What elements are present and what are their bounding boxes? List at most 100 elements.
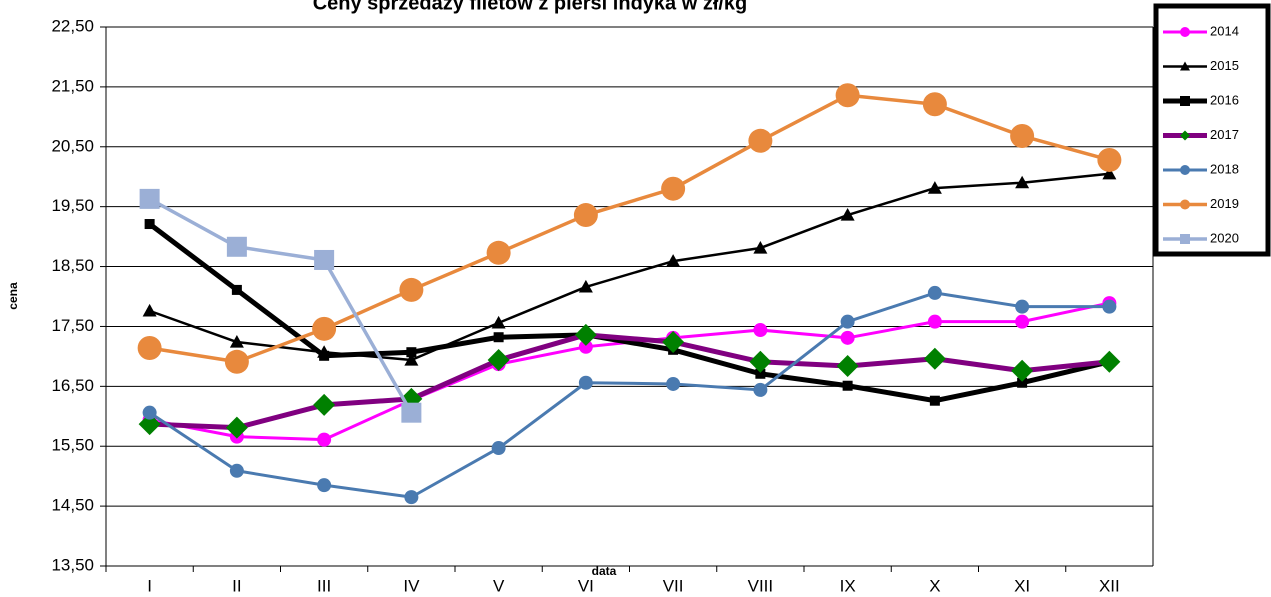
- data-point: [666, 376, 681, 391]
- x-tick-label: VIII: [748, 576, 774, 595]
- data-point: [406, 347, 417, 358]
- data-point: [225, 416, 248, 439]
- legend-marker: [1180, 61, 1190, 71]
- data-point: [314, 249, 335, 270]
- data-point: [923, 347, 946, 370]
- data-point: [1015, 314, 1030, 329]
- y-tick-label: 22,50: [51, 16, 94, 35]
- data-point: [142, 303, 157, 317]
- y-tick-label: 16,50: [51, 376, 94, 395]
- legend-label: 2020: [1210, 230, 1239, 245]
- data-point: [231, 284, 242, 295]
- series-line: [149, 172, 1110, 362]
- legend-marker: [1180, 199, 1190, 210]
- data-point: [142, 405, 157, 420]
- data-point: [399, 277, 424, 302]
- data-point: [138, 413, 161, 436]
- data-point: [578, 339, 593, 354]
- data-point: [573, 203, 598, 228]
- data-point: [922, 92, 947, 117]
- data-point: [578, 375, 593, 390]
- data-point: [1015, 299, 1030, 314]
- series-line: [149, 93, 1110, 364]
- data-point: [317, 432, 332, 447]
- series-line: [148, 291, 1110, 499]
- x-tick-label: VII: [663, 576, 684, 595]
- legend-label: 2018: [1210, 161, 1239, 176]
- data-point: [753, 323, 768, 338]
- data-point: [491, 441, 506, 456]
- data-point: [578, 279, 593, 293]
- legend-marker: [1180, 96, 1190, 106]
- data-point: [835, 83, 860, 108]
- series-line: [148, 222, 1110, 404]
- legend-label: 2014: [1210, 23, 1239, 38]
- data-point: [1011, 359, 1034, 382]
- y-tick-label: 14,50: [51, 496, 94, 515]
- x-tick-label: V: [493, 576, 505, 595]
- data-point: [753, 382, 768, 397]
- data-point: [487, 348, 510, 371]
- y-tick-label: 19,50: [51, 196, 94, 215]
- x-tick-label: IX: [840, 576, 856, 595]
- x-tick-label: XI: [1014, 576, 1030, 595]
- x-tick-label: IV: [403, 576, 420, 595]
- data-point: [749, 350, 772, 373]
- data-point: [229, 335, 244, 348]
- y-tick-label: 20,50: [51, 136, 94, 155]
- legend-box: [1153, 3, 1271, 257]
- series-line: [149, 301, 1110, 442]
- data-point: [574, 323, 597, 346]
- data-point: [486, 240, 511, 265]
- data-point: [144, 219, 155, 230]
- x-tick-label: I: [147, 576, 152, 595]
- data-point: [755, 368, 766, 379]
- x-tick-label: III: [317, 576, 331, 595]
- data-point: [927, 285, 942, 300]
- x-axis-label: data: [592, 564, 617, 578]
- x-tick-label: X: [929, 576, 940, 595]
- data-point: [401, 402, 422, 423]
- data-point: [661, 176, 686, 201]
- data-point: [748, 128, 773, 153]
- data-point: [1010, 123, 1035, 148]
- data-point: [840, 314, 855, 329]
- legend-label: 2016: [1210, 92, 1239, 107]
- legend-marker: [1180, 165, 1190, 175]
- x-tick-label: VI: [578, 576, 594, 595]
- data-point: [1015, 175, 1030, 189]
- data-point: [404, 490, 419, 505]
- data-point: [840, 208, 855, 221]
- data-point: [840, 330, 855, 345]
- data-point: [836, 354, 859, 377]
- data-point: [313, 393, 336, 416]
- data-point: [927, 181, 942, 194]
- chart-title: Ceny sprzedaży filetów z piersi indyka w…: [313, 0, 748, 14]
- data-point: [312, 316, 337, 341]
- data-point: [929, 395, 940, 406]
- legend-label: 2019: [1210, 196, 1239, 211]
- y-tick-label: 17,50: [51, 316, 94, 335]
- data-point: [229, 463, 244, 478]
- data-point: [666, 254, 681, 267]
- data-point: [226, 236, 247, 257]
- legend-marker: [1180, 27, 1190, 37]
- y-tick-label: 13,50: [51, 555, 94, 574]
- data-point: [1102, 299, 1117, 314]
- data-point: [1017, 377, 1028, 388]
- data-point: [139, 188, 160, 209]
- series-line: [148, 197, 413, 414]
- x-tick-label: II: [232, 576, 241, 595]
- series-line: [149, 332, 1110, 431]
- data-point: [404, 352, 419, 366]
- data-point: [662, 331, 685, 354]
- x-tick-label: XII: [1099, 576, 1120, 595]
- legend-label: 2015: [1210, 58, 1239, 73]
- data-point: [753, 240, 768, 254]
- data-point: [493, 332, 504, 343]
- data-point: [224, 349, 249, 374]
- data-point: [317, 478, 332, 493]
- data-point: [1098, 350, 1121, 373]
- data-point: [1097, 147, 1122, 172]
